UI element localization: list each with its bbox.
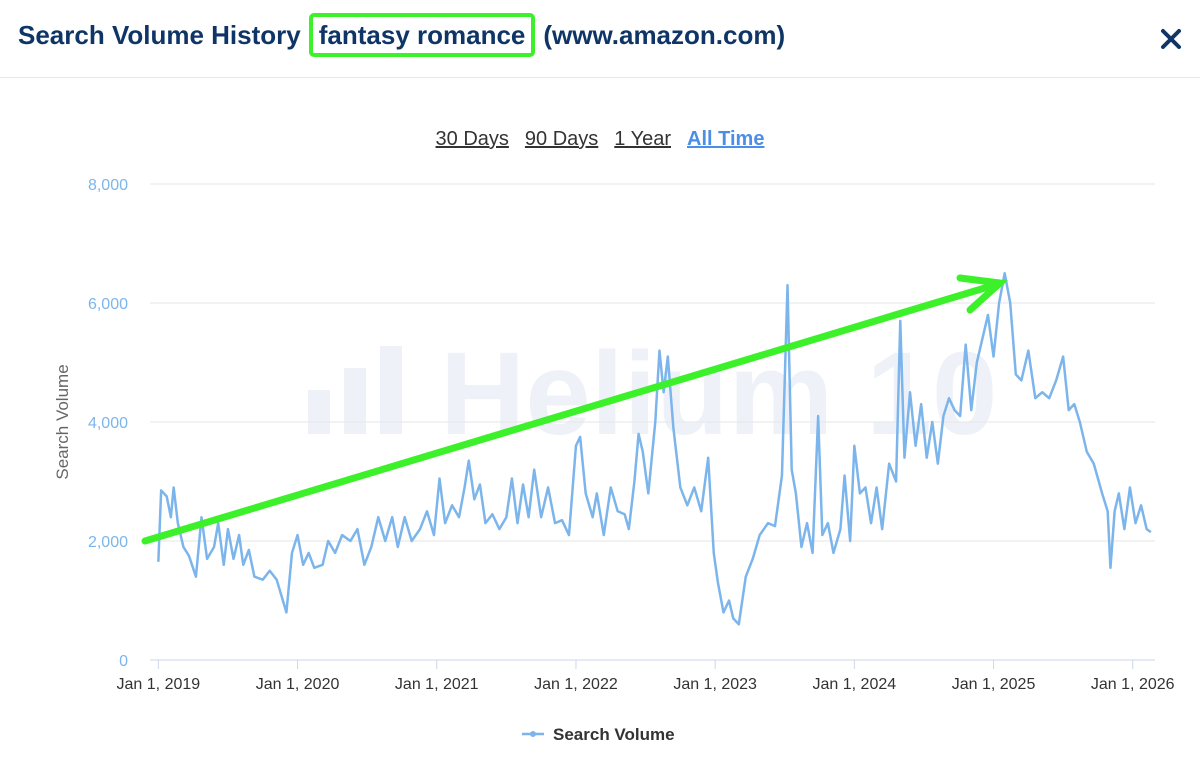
x-tick-label: Jan 1, 2023: [673, 676, 757, 693]
range-button[interactable]: All Time: [687, 128, 765, 150]
keyword: fantasy romance: [308, 13, 536, 57]
annotation-arrow: [141, 274, 1009, 545]
range-button[interactable]: 1 Year: [614, 128, 672, 150]
watermark-logo: [308, 346, 402, 434]
x-tick-label: Jan 1, 2020: [256, 676, 340, 693]
x-tick-label: Jan 1, 2022: [534, 676, 618, 693]
x-tick-label: Jan 1, 2026: [1091, 676, 1175, 693]
x-tick-label: Jan 1, 2024: [813, 676, 897, 693]
series-line: [157, 272, 1152, 626]
close-button[interactable]: [1158, 26, 1184, 52]
plot-area: 0 2,000 4,000 6,000 8,000 Jan 1, 2019 Jan 1, 2…: [88, 177, 1175, 744]
x-tick-label: Jan 1, 2025: [952, 676, 1036, 693]
range-button[interactable]: 30 Days: [435, 128, 509, 150]
range-button[interactable]: 90 Days: [524, 128, 599, 150]
y-tick-label: 0: [119, 653, 128, 670]
y-tick-label: 6,000: [88, 296, 128, 313]
marketplace: (www.amazon.com): [543, 20, 786, 50]
title-text: Search Volume History: [18, 20, 301, 50]
y-tick-label: 4,000: [88, 415, 128, 432]
x-tick-label: Jan 1, 2021: [395, 676, 479, 693]
y-tick-label: 8,000: [88, 177, 128, 194]
modal-header: Search Volume History fantasy romance (www…: [0, 0, 1200, 78]
x-tick-label: Jan 1, 2019: [117, 676, 201, 693]
legend-label: Search Volume: [553, 725, 675, 744]
y-axis-label: Search Volume: [53, 364, 72, 479]
modal-title: Search Volume History fantasy romance (www…: [18, 13, 793, 57]
range-selector: 30 Days 90 Days 1 Year All Time: [0, 128, 1200, 151]
y-tick-label: 2,000: [88, 534, 128, 551]
legend-marker: [530, 731, 536, 737]
